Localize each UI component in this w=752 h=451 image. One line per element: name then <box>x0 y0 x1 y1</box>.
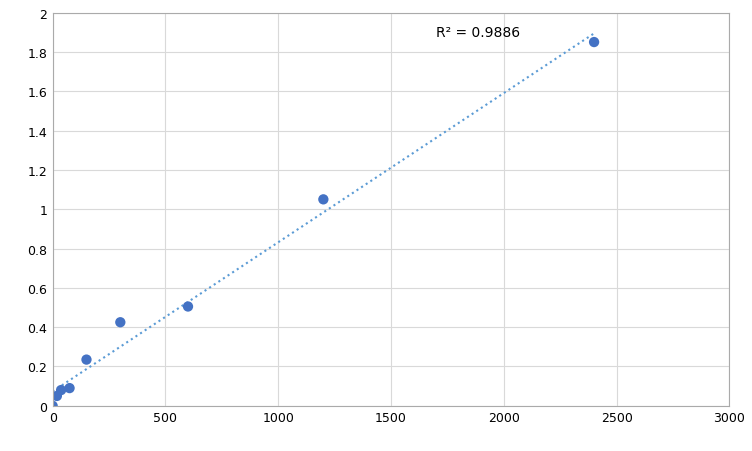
Point <box>317 196 329 203</box>
Point <box>114 319 126 326</box>
Point <box>588 39 600 46</box>
Point <box>51 392 63 400</box>
Point <box>47 402 59 410</box>
Point <box>182 303 194 310</box>
Text: R² = 0.9886: R² = 0.9886 <box>436 26 520 40</box>
Point <box>63 385 75 392</box>
Point <box>80 356 92 364</box>
Point <box>55 387 67 394</box>
